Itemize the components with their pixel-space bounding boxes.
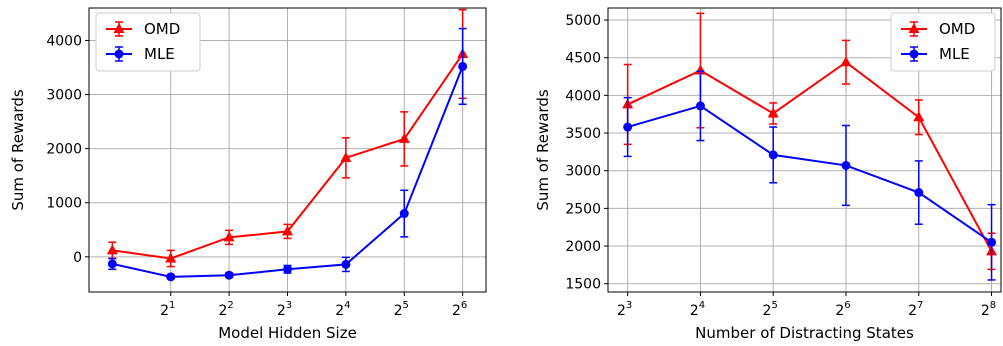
y-tick-label: 5000 bbox=[565, 13, 601, 29]
omd-legend-marker bbox=[908, 23, 920, 33]
mle-point bbox=[768, 150, 778, 160]
y-tick-label: 2000 bbox=[565, 239, 601, 255]
mle-point bbox=[841, 160, 851, 170]
legend: OMD MLE bbox=[95, 12, 201, 72]
omd-point bbox=[165, 252, 177, 263]
omd-point bbox=[106, 244, 118, 255]
x-tick-label: 25 bbox=[763, 300, 778, 319]
mle-point bbox=[341, 259, 351, 269]
mle-point bbox=[224, 270, 234, 280]
mle-legend-label: MLE bbox=[144, 45, 175, 63]
y-tick-label: 0 bbox=[73, 250, 82, 266]
plot-frame bbox=[607, 7, 1002, 293]
omd-series-line bbox=[627, 61, 993, 252]
omd-legend-label: OMD bbox=[939, 20, 975, 38]
x-tick-label: 22 bbox=[218, 300, 233, 319]
x-tick-label: 27 bbox=[908, 300, 923, 319]
y-tick-label: 2500 bbox=[565, 201, 601, 217]
mle-point bbox=[623, 122, 633, 132]
y-tick-label: 4000 bbox=[565, 88, 601, 104]
mle-point bbox=[399, 209, 409, 219]
mle-point bbox=[914, 188, 924, 198]
omd-point bbox=[282, 225, 293, 236]
legend: OMD MLE bbox=[890, 12, 996, 72]
y-tick-label: 2000 bbox=[46, 142, 82, 158]
y-tick-label: 3000 bbox=[46, 88, 82, 104]
mle-series-line bbox=[627, 104, 993, 244]
mle-legend-marker bbox=[909, 49, 919, 59]
x-tick-label: 26 bbox=[452, 300, 467, 319]
y-axis-label: Sum of Rewards bbox=[534, 89, 552, 210]
mle-point bbox=[695, 101, 705, 111]
y-tick-label: 4000 bbox=[46, 33, 82, 49]
x-axis-label: Number of Distracting States bbox=[695, 324, 914, 342]
mle-point bbox=[458, 61, 468, 71]
x-tick-label: 28 bbox=[981, 300, 996, 319]
x-tick-label: 23 bbox=[617, 300, 632, 319]
mle-legend-label: MLE bbox=[939, 45, 970, 63]
omd-point bbox=[398, 132, 410, 143]
x-tick-label: 25 bbox=[394, 300, 409, 319]
omd-point bbox=[840, 56, 852, 67]
omd-legend-label: OMD bbox=[144, 20, 180, 38]
y-tick-label: 1000 bbox=[46, 196, 82, 212]
mle-point bbox=[283, 264, 292, 274]
y-tick-label: 1500 bbox=[565, 277, 601, 293]
mle-point bbox=[166, 272, 176, 282]
mle-legend-marker bbox=[114, 49, 124, 59]
omd-point bbox=[340, 151, 352, 162]
y-tick-label: 3500 bbox=[565, 126, 601, 142]
omd-point bbox=[913, 111, 925, 122]
x-tick-label: 23 bbox=[277, 300, 292, 319]
omd-point bbox=[767, 107, 779, 118]
x-tick-label: 21 bbox=[160, 300, 175, 319]
omd-legend-marker bbox=[113, 23, 125, 33]
y-axis-label: Sum of Rewards bbox=[9, 89, 27, 210]
x-tick-label: 24 bbox=[335, 300, 350, 319]
left-chart-panel: 0 1000 2000 3000 4000 21 22 23 24 25 26 Model Hidde… bbox=[9, 7, 487, 342]
x-axis-label: Model Hidden Size bbox=[218, 324, 357, 342]
right-chart-panel: 1500 2000 2500 3000 3500 4000 4500 5000 23 24 25 26… bbox=[534, 7, 1002, 342]
x-tick-label: 26 bbox=[835, 300, 850, 319]
x-tick-label: 24 bbox=[690, 300, 705, 319]
omd-point bbox=[223, 231, 235, 242]
mle-point bbox=[107, 259, 117, 269]
y-tick-label: 3000 bbox=[565, 164, 601, 180]
mle-point bbox=[987, 237, 997, 247]
y-tick-label: 4500 bbox=[565, 51, 601, 67]
